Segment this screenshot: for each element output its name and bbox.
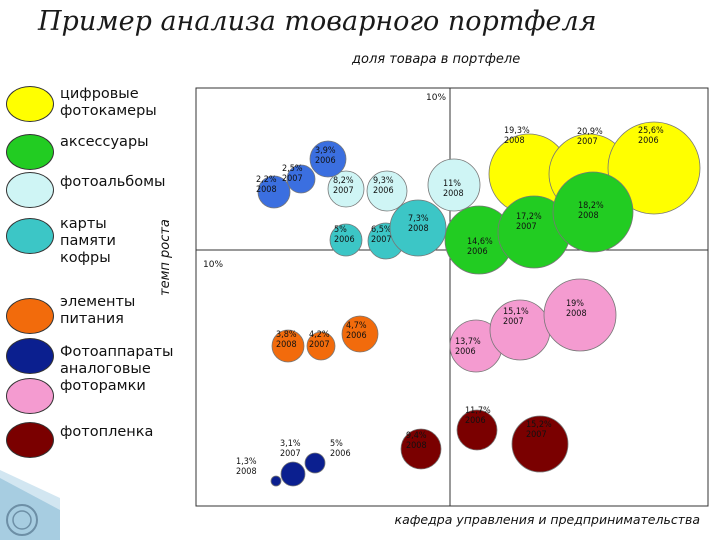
bubble-year-label: 2008 (578, 211, 599, 221)
bubble-label: 14,6% (467, 237, 493, 247)
bubble-year-label: 2008 (504, 136, 525, 146)
bubble-label: 11,7% (465, 406, 491, 416)
legend-label: цифровые фотокамеры (60, 86, 157, 119)
bubble-label: 11% (443, 179, 461, 189)
page-title: Пример анализа товарного портфеля (38, 6, 597, 37)
legend-swatch (6, 134, 54, 170)
bubble-year-label: 2008 (406, 441, 427, 451)
bubble (271, 329, 305, 363)
bubble-year-label: 2006 (330, 449, 351, 459)
bubble (400, 428, 442, 470)
footer-text: кафедра управления и предпринимательства (394, 512, 700, 527)
bubble-year-label: 2006 (373, 186, 394, 196)
legend-swatch (6, 422, 54, 458)
bubble-label: 2,2% (256, 175, 277, 185)
bubble-label: 18,2% (578, 201, 604, 211)
bubble-year-label: 2008 (276, 340, 297, 350)
bubble-year-label: 2006 (455, 347, 476, 357)
bubble-year-label: 2008 (256, 185, 277, 195)
bubble-label: 20,9% (577, 127, 603, 137)
emblem-icon (0, 470, 60, 540)
bubble (456, 409, 498, 451)
bubble-label: 4,7% (346, 321, 367, 331)
bubble-year-label: 2006 (315, 156, 336, 166)
legend-label: Фотоаппараты аналоговые фоторамки (60, 344, 174, 394)
bubble-year-label: 2007 (282, 174, 303, 184)
bubble (304, 452, 326, 474)
bubble (329, 223, 363, 257)
bubble-year-label: 2007 (516, 222, 537, 232)
bubble (309, 140, 347, 178)
bubble-label: 8,2% (333, 176, 354, 186)
bubble-label: 9,3% (373, 176, 394, 186)
tick-label: 10% (426, 93, 446, 103)
bubble (286, 164, 316, 194)
bubble (511, 415, 569, 473)
bubble (270, 475, 282, 487)
legend-swatch (6, 218, 54, 254)
legend-swatch (6, 86, 54, 122)
legend-swatch (6, 338, 54, 374)
bubble-year-label: 2008 (566, 309, 587, 319)
bubble-year-label: 2008 (443, 189, 464, 199)
bubble-label: 4,2% (309, 330, 330, 340)
legend-label: фотоальбомы (60, 174, 166, 190)
bubble-label: 19% (566, 299, 584, 309)
bubble-label: 3,8% (276, 330, 297, 340)
bubble-year-label: 2007 (526, 430, 547, 440)
bubble (280, 461, 306, 487)
legend-swatch (6, 298, 54, 334)
bubble-year-label: 2007 (280, 449, 301, 459)
bubble-year-label: 2007 (309, 340, 330, 350)
bubble (257, 175, 291, 209)
bubble-label: 15,1% (503, 307, 529, 317)
bubble-year-label: 2007 (503, 317, 524, 327)
bubble-year-label: 2006 (638, 136, 659, 146)
bubble-year-label: 2006 (465, 416, 486, 426)
legend-label: фотопленка (60, 424, 154, 440)
bubble-year-label: 2006 (334, 235, 355, 245)
bubble-label: 15,2% (526, 420, 552, 430)
plot-frame (195, 87, 709, 507)
legend-swatch (6, 172, 54, 208)
bubble (552, 171, 634, 253)
bubble (543, 278, 617, 352)
bubble-label: 3,9% (315, 146, 336, 156)
bubble-label: 17,2% (516, 212, 542, 222)
bubble (607, 121, 701, 215)
bubble-label: 25,6% (638, 126, 664, 136)
bubble-label: 19,3% (504, 126, 530, 136)
bubble (389, 199, 447, 257)
tick-label: 10% (203, 260, 223, 270)
x-axis-title: доля товара в портфеле (352, 52, 521, 67)
legend-swatch (6, 378, 54, 414)
legend-label: аксессуары (60, 134, 149, 150)
legend-label: элементы питания (60, 294, 136, 327)
bubble-label: 5% (334, 225, 347, 235)
bubble-year-label: 2008 (408, 224, 429, 234)
bubble-label: 3,1% (280, 439, 301, 449)
bubble (366, 170, 408, 212)
bubble-year-label: 2007 (577, 137, 598, 147)
bubble-label: 1,3% (236, 457, 257, 467)
bubble (327, 170, 365, 208)
bubble-label: 9,4% (406, 431, 427, 441)
bubble-label: 7,3% (408, 214, 429, 224)
bubble-year-label: 2006 (346, 331, 367, 341)
bubble (341, 315, 379, 353)
bubble-year-label: 2006 (467, 247, 488, 257)
bubble (427, 158, 481, 212)
bubble-label: 2,5% (282, 164, 303, 174)
bubble-label: 6,5% (371, 225, 392, 235)
bubble-year-label: 2007 (371, 235, 392, 245)
bubble-year-label: 2007 (333, 186, 354, 196)
legend-label: карты памяти кофры (60, 216, 116, 266)
bubble-label: 5% (330, 439, 343, 449)
bubble-year-label: 2008 (236, 467, 257, 477)
bubble (306, 331, 336, 361)
bubble-label: 13,7% (455, 337, 481, 347)
